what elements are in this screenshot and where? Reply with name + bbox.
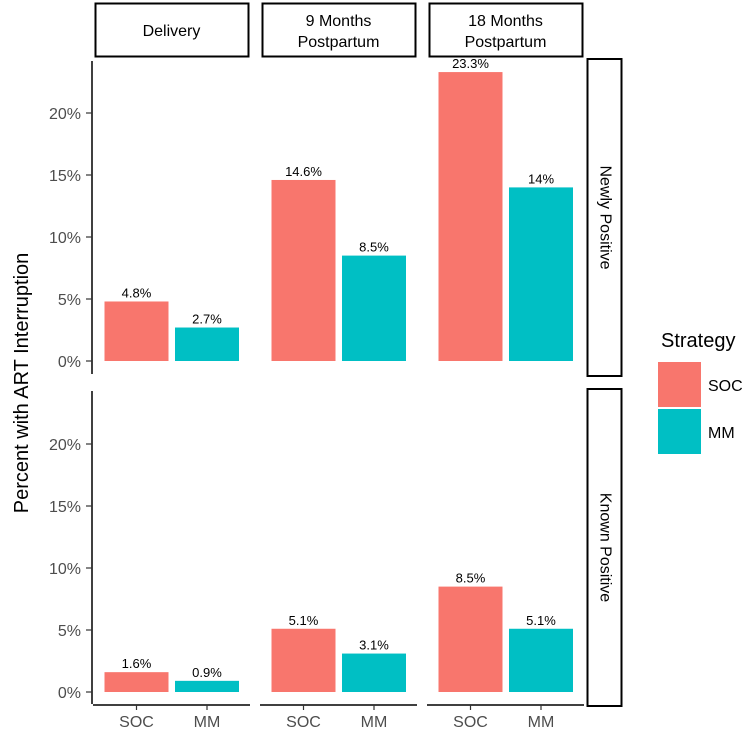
data-label-soc-r1-c3: 23.3% <box>452 56 489 71</box>
x-tick-label: SOC <box>286 714 321 731</box>
bar-soc-r1-c3 <box>438 72 503 361</box>
data-label-mm-r2-c2: 3.1% <box>359 638 389 653</box>
bar-mm-r2-c2 <box>342 653 406 692</box>
x-tick-label: MM <box>194 714 221 731</box>
data-label-mm-r1-c1: 2.7% <box>192 312 222 327</box>
facet-strip-row-2 <box>586 388 623 707</box>
data-label-soc-r2-c3: 8.5% <box>456 571 486 586</box>
facet-strip-col-2 <box>261 2 417 58</box>
bar-mm-r1-c1 <box>175 327 239 361</box>
facet-strip-col-1-label: Delivery <box>143 23 201 40</box>
facet-strip-row-1 <box>586 58 623 377</box>
y-tick-label: 20% <box>49 106 81 123</box>
facet-strip-col-3 <box>428 2 584 58</box>
data-label-soc-r2-c2: 5.1% <box>289 613 319 628</box>
data-label-mm-r2-c3: 5.1% <box>526 613 556 628</box>
y-tick-label: 15% <box>49 168 81 185</box>
x-tick-label: SOC <box>119 714 154 731</box>
facet-strip-col-3-label-line-1: 18 Months <box>468 13 543 30</box>
facet-strip-row-2-label: Known Positive <box>597 493 614 602</box>
y-axis-title: Percent with ART Interruption <box>11 253 33 514</box>
bar-soc-r2-c1 <box>104 672 169 692</box>
x-tick-label: MM <box>528 714 555 731</box>
bar-soc-r1-c2 <box>271 179 336 361</box>
data-label-soc-r1-c2: 14.6% <box>285 164 322 179</box>
y-tick-label: 5% <box>58 292 81 309</box>
x-tick-label: MM <box>361 714 388 731</box>
data-label-mm-r1-c2: 8.5% <box>359 240 389 255</box>
y-tick-label: 15% <box>49 499 81 516</box>
y-tick-label: 0% <box>58 354 81 371</box>
facet-strip-col-2-label-line-2: Postpartum <box>298 34 380 51</box>
y-tick-label: 10% <box>49 230 81 247</box>
bar-mm-r1-c2 <box>342 255 406 361</box>
legend-swatch-soc <box>658 362 701 407</box>
x-tick-label: SOC <box>453 714 488 731</box>
legend-swatch-mm <box>658 409 701 454</box>
bar-mm-r1-c3 <box>509 187 573 361</box>
bar-soc-r2-c3 <box>438 586 503 692</box>
facet-strip-col-3-label-line-2: Postpartum <box>465 34 547 51</box>
data-label-mm-r1-c3: 14% <box>528 171 554 186</box>
data-label-mm-r2-c1: 0.9% <box>192 665 222 680</box>
bar-mm-r2-c1 <box>175 680 239 692</box>
bar-soc-r1-c1 <box>104 301 169 361</box>
legend-label-soc: SOC <box>708 378 743 395</box>
facet-strip-col-2-label-line-1: 9 Months <box>306 13 372 30</box>
facet-strip-col-1 <box>94 2 250 58</box>
legend-label-mm: MM <box>708 425 735 442</box>
bar-mm-r2-c3 <box>509 628 573 692</box>
data-label-soc-r2-c1: 1.6% <box>122 656 152 671</box>
data-label-soc-r1-c1: 4.8% <box>122 285 152 300</box>
y-tick-label: 0% <box>58 685 81 702</box>
bar-soc-r2-c2 <box>271 628 336 692</box>
legend-title: Strategy <box>661 330 735 352</box>
y-tick-label: 5% <box>58 623 81 640</box>
facet-strip-row-1-label: Newly Positive <box>597 165 614 269</box>
y-tick-label: 10% <box>49 561 81 578</box>
y-tick-label: 20% <box>49 437 81 454</box>
